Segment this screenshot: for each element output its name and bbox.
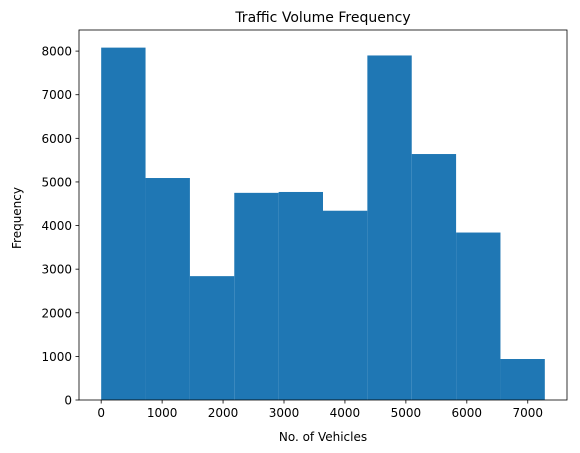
x-tick-label: 7000 xyxy=(512,406,543,420)
y-tick-label: 1000 xyxy=(41,350,72,364)
x-tick-label: 2000 xyxy=(208,406,239,420)
x-tick-label: 5000 xyxy=(391,406,422,420)
x-tick-label: 0 xyxy=(97,406,105,420)
histogram-bar xyxy=(500,359,545,400)
y-tick-label: 8000 xyxy=(41,45,72,59)
histogram-bar xyxy=(189,276,235,400)
y-tick-label: 0 xyxy=(64,394,72,408)
histogram-bar xyxy=(234,192,279,400)
x-tick-label: 1000 xyxy=(147,406,178,420)
y-axis-label: Frequency xyxy=(10,187,24,249)
y-tick-label: 4000 xyxy=(41,219,72,233)
y-tick-label: 2000 xyxy=(41,306,72,320)
y-axis-ticks: 0 1000 2000 3000 4000 5000 6000 7000 8000 xyxy=(41,45,79,408)
y-tick-label: 6000 xyxy=(41,132,72,146)
x-axis-label: No. of Vehicles xyxy=(279,430,367,444)
histogram-bar xyxy=(278,191,323,400)
y-tick-label: 5000 xyxy=(41,175,72,189)
histogram-bar xyxy=(367,55,412,401)
histogram-bar xyxy=(323,210,368,400)
x-axis-ticks: 0 1000 2000 3000 4000 5000 6000 7000 xyxy=(97,400,543,420)
histogram-bar xyxy=(145,178,190,400)
y-tick-label: 7000 xyxy=(41,88,72,102)
x-tick-label: 6000 xyxy=(452,406,483,420)
x-tick-label: 3000 xyxy=(269,406,300,420)
histogram-bar xyxy=(456,232,501,400)
x-tick-label: 4000 xyxy=(330,406,361,420)
histogram-bar xyxy=(411,154,457,400)
histogram-bar xyxy=(101,47,146,400)
plot-frame xyxy=(78,29,568,401)
chart-title: Traffic Volume Frequency xyxy=(234,10,410,26)
y-tick-label: 3000 xyxy=(41,263,72,277)
bars-group xyxy=(101,47,545,401)
